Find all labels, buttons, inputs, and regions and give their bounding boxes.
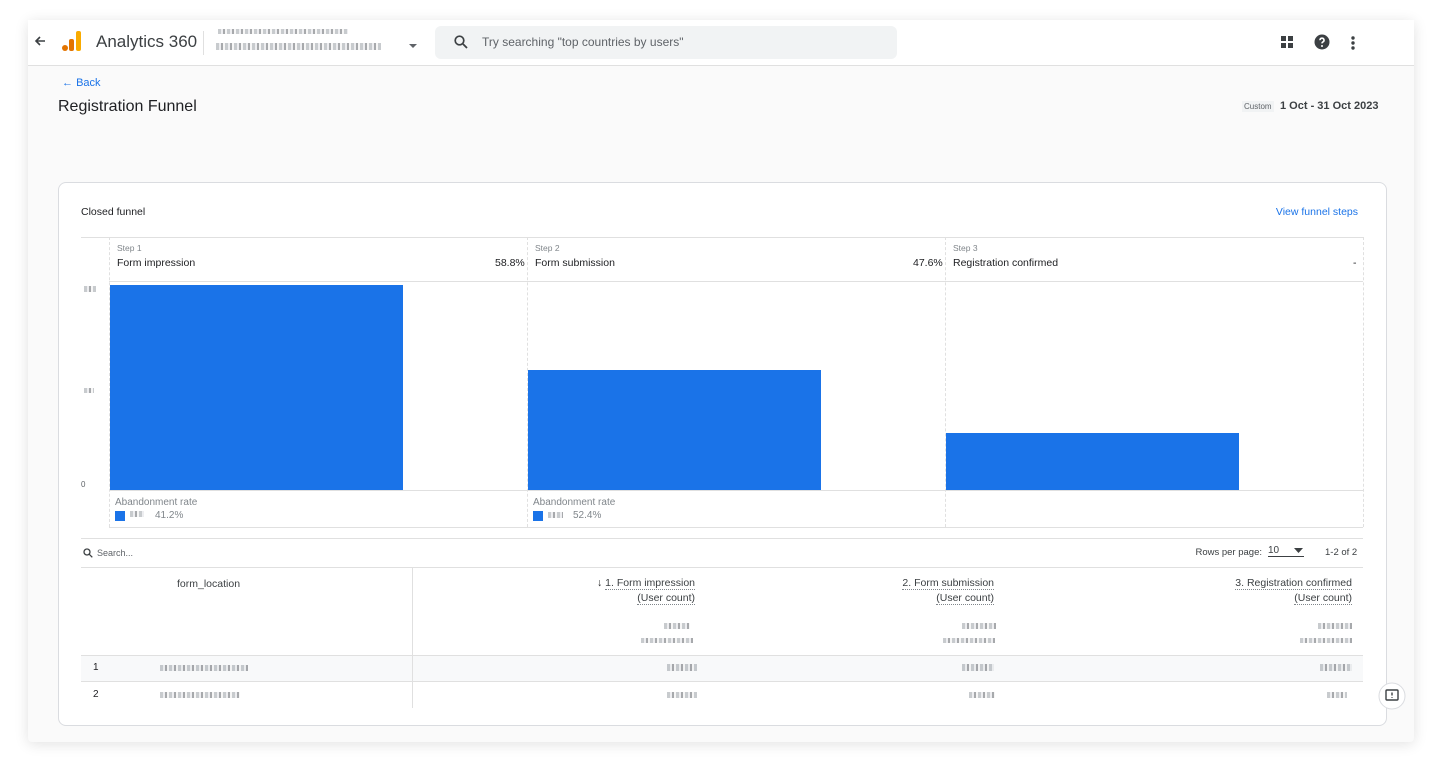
- redacted: [548, 512, 563, 518]
- step-number: Step 2: [535, 243, 560, 253]
- row-index: 1: [93, 662, 99, 673]
- y-tick-label: 0: [81, 480, 86, 489]
- column-header[interactable]: form_location: [177, 578, 241, 590]
- property-redacted[interactable]: [216, 43, 381, 50]
- completion-rate: -: [1353, 257, 1357, 269]
- search-placeholder: Try searching "top countries by users": [482, 35, 684, 49]
- cell-redacted: [667, 664, 697, 671]
- funnel-title: Closed funnel: [81, 206, 146, 218]
- step-name: Form submission: [535, 257, 615, 269]
- account-dropdown[interactable]: [408, 43, 418, 49]
- redacted: [130, 511, 144, 517]
- column-divider: [527, 237, 528, 527]
- cell-redacted: [160, 692, 240, 698]
- help-icon[interactable]: [1314, 34, 1330, 50]
- bar: [110, 285, 403, 490]
- total-redacted: [962, 623, 996, 629]
- y-tick-redacted: [84, 388, 94, 393]
- column-divider: [1363, 237, 1364, 527]
- abandonment-label: Abandonment rate: [115, 497, 198, 508]
- column-header[interactable]: ↓ 1. Form impression: [596, 577, 695, 590]
- column-name[interactable]: 2. Form submission: [902, 577, 994, 590]
- app-name: Analytics 360: [96, 32, 198, 51]
- search-box[interactable]: [435, 26, 897, 59]
- table-header-border: [81, 567, 1363, 568]
- back-label[interactable]: Back: [76, 77, 101, 89]
- step-number: Step 3: [953, 243, 978, 253]
- cell-redacted: [160, 665, 248, 671]
- row-border: [81, 655, 1363, 656]
- column-divider: [109, 237, 110, 527]
- cell-redacted: [969, 692, 995, 698]
- step-name: Registration confirmed: [953, 257, 1059, 269]
- table-search[interactable]: Search...: [97, 548, 134, 558]
- cell-redacted: [667, 692, 697, 698]
- total-redacted: [664, 623, 690, 629]
- row-border: [81, 681, 1363, 682]
- back-link[interactable]: ← Back: [62, 77, 101, 89]
- apps-icon[interactable]: [1281, 36, 1293, 48]
- total-redacted: [1300, 638, 1352, 643]
- abandonment-label: Abandonment rate: [533, 497, 616, 508]
- table-top-border: [81, 538, 1363, 539]
- analytics-logo: [62, 31, 81, 51]
- y-tick-redacted: [84, 286, 96, 292]
- legend-swatch: [533, 511, 543, 521]
- rows-per-page-label: Rows per page:: [1195, 547, 1262, 558]
- total-redacted: [1318, 623, 1352, 629]
- back-arrow-icon[interactable]: [33, 34, 47, 48]
- view-funnel-steps[interactable]: View funnel steps: [1275, 206, 1358, 218]
- cell-redacted: [1327, 692, 1347, 698]
- date-range[interactable]: 1 Oct - 31 Oct 2023: [1280, 100, 1379, 112]
- column-metric[interactable]: (User count): [637, 592, 695, 605]
- total-redacted: [943, 638, 995, 643]
- feedback-button[interactable]: [1378, 682, 1406, 710]
- table-divider: [412, 567, 413, 708]
- table-search-icon: [83, 548, 93, 558]
- search-icon: [454, 35, 468, 49]
- pagination: 1-2 of 2: [1325, 547, 1358, 558]
- column-name[interactable]: 1. Form impression: [605, 577, 695, 590]
- date-mode[interactable]: Custom: [1242, 101, 1274, 112]
- column-metric[interactable]: (User count): [1294, 592, 1352, 605]
- page-title: Registration Funnel: [58, 98, 197, 115]
- chart-top-border: [81, 237, 1363, 238]
- account-redacted: [218, 29, 348, 34]
- cell-redacted: [962, 664, 994, 671]
- row-background: [81, 656, 1363, 681]
- baseline: [109, 490, 1363, 491]
- total-redacted: [641, 638, 693, 643]
- row-index: 2: [93, 689, 99, 700]
- divider: [203, 31, 204, 55]
- chart-bottom-border: [109, 527, 1363, 528]
- sort-arrow[interactable]: ↓: [596, 577, 603, 589]
- step-name: Form impression: [117, 257, 196, 269]
- more-icon[interactable]: [1350, 35, 1356, 51]
- bar: [528, 370, 821, 490]
- column-divider: [945, 237, 946, 527]
- column-name[interactable]: 3. Registration confirmed: [1235, 577, 1352, 590]
- completion-rate: 47.6%: [913, 257, 943, 269]
- legend-swatch: [115, 511, 125, 521]
- rows-per-page-select[interactable]: 10: [1268, 545, 1304, 557]
- table-divider: [412, 656, 413, 708]
- step-number: Step 1: [117, 243, 142, 253]
- cell-redacted: [1320, 664, 1352, 671]
- bar: [946, 433, 1239, 490]
- abandonment-rate: 41.2%: [155, 510, 184, 521]
- chart-header-border: [109, 281, 1363, 282]
- column-metric[interactable]: (User count): [936, 592, 994, 605]
- completion-rate: 58.8%: [495, 257, 525, 269]
- abandonment-rate: 52.4%: [573, 510, 602, 521]
- rows-dropdown[interactable]: [1294, 548, 1303, 553]
